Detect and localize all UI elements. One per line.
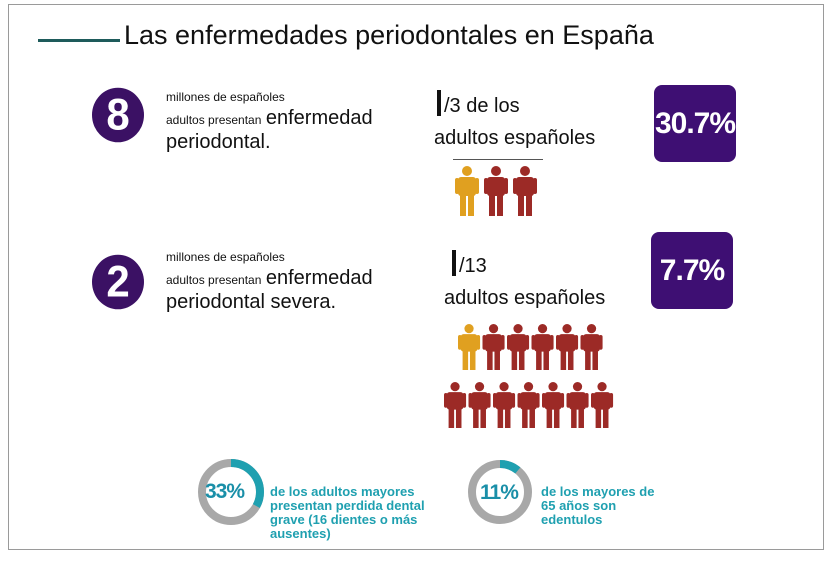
fraction-line1: /13 xyxy=(459,255,487,277)
person-icon xyxy=(580,324,603,370)
fraction-row1: /3 de los xyxy=(437,90,520,119)
donut-label-11: 11% xyxy=(480,481,519,504)
stat-big-line1: enfermedad xyxy=(265,107,373,129)
person-icon xyxy=(542,382,565,428)
donut-chart-11 xyxy=(468,460,532,524)
page-title: Las enfermedades periodontales en España xyxy=(124,20,654,50)
stat-small-line1: millones de españoles xyxy=(166,250,285,264)
stat-small-line2: adultos presentan xyxy=(166,273,262,287)
person-icon xyxy=(484,166,508,216)
stat-big-line1: enfermedad xyxy=(265,267,373,289)
fraction-line1: /3 de los xyxy=(444,95,520,117)
number-circle-8: 8 xyxy=(92,87,144,143)
person-icon xyxy=(444,382,467,428)
donut-caption-11: de los mayores de 65 años son edentulos xyxy=(541,485,654,527)
person-icon xyxy=(468,382,491,428)
donut-label-33: 33% xyxy=(205,480,245,503)
people-group-row2 xyxy=(444,324,614,428)
fraction-bar-glyph xyxy=(437,90,441,116)
donut-value-arc xyxy=(468,460,532,524)
people-group-row1 xyxy=(455,166,537,216)
caption-line: 65 años son xyxy=(541,498,617,513)
person-icon xyxy=(517,382,540,428)
person-icon xyxy=(458,324,481,370)
percent-box-row1: 30.7% xyxy=(654,85,736,162)
person-icon xyxy=(507,324,530,370)
stat-small-line2: adultos presentan xyxy=(166,113,262,127)
caption-line: presentan perdida dental xyxy=(270,498,425,513)
person-icon xyxy=(531,324,554,370)
caption-line: de los adultos mayores xyxy=(270,484,415,499)
caption-line: grave (16 dientes o más xyxy=(270,512,418,527)
person-icon xyxy=(493,382,516,428)
person-icon xyxy=(591,382,614,428)
donut-chart-33 xyxy=(198,459,264,525)
fraction-row2: /13 xyxy=(452,250,487,279)
donut-caption-33: de los adultos mayores presentan perdida… xyxy=(270,485,425,541)
title-accent-line xyxy=(38,39,120,42)
caption-line: edentulos xyxy=(541,512,603,527)
fraction-bar-glyph xyxy=(452,250,456,276)
caption-line: ausentes) xyxy=(270,526,331,541)
stat-big-line2: periodontal severa. xyxy=(166,291,337,313)
people-divider xyxy=(453,159,543,160)
person-icon xyxy=(482,324,505,370)
number-circle-2: 2 xyxy=(92,254,144,310)
stat-big-line2: periodontal. xyxy=(166,131,271,153)
donut-value-arc xyxy=(198,459,264,525)
stat-text-row2: millones de españoles adultos presentan … xyxy=(166,248,373,314)
fraction-caption-row1: adultos españoles xyxy=(434,127,596,149)
fraction-caption-row2: adultos españoles xyxy=(444,287,606,309)
stat-text-row1: millones de españoles adultos presentan … xyxy=(166,88,373,154)
caption-line: de los mayores de xyxy=(541,484,655,499)
stat-small-line1: millones de españoles xyxy=(166,90,285,104)
person-icon xyxy=(566,382,589,428)
person-icon xyxy=(455,166,479,216)
percent-box-row2: 7.7% xyxy=(651,232,733,309)
person-icon xyxy=(513,166,537,216)
person-icon xyxy=(556,324,579,370)
